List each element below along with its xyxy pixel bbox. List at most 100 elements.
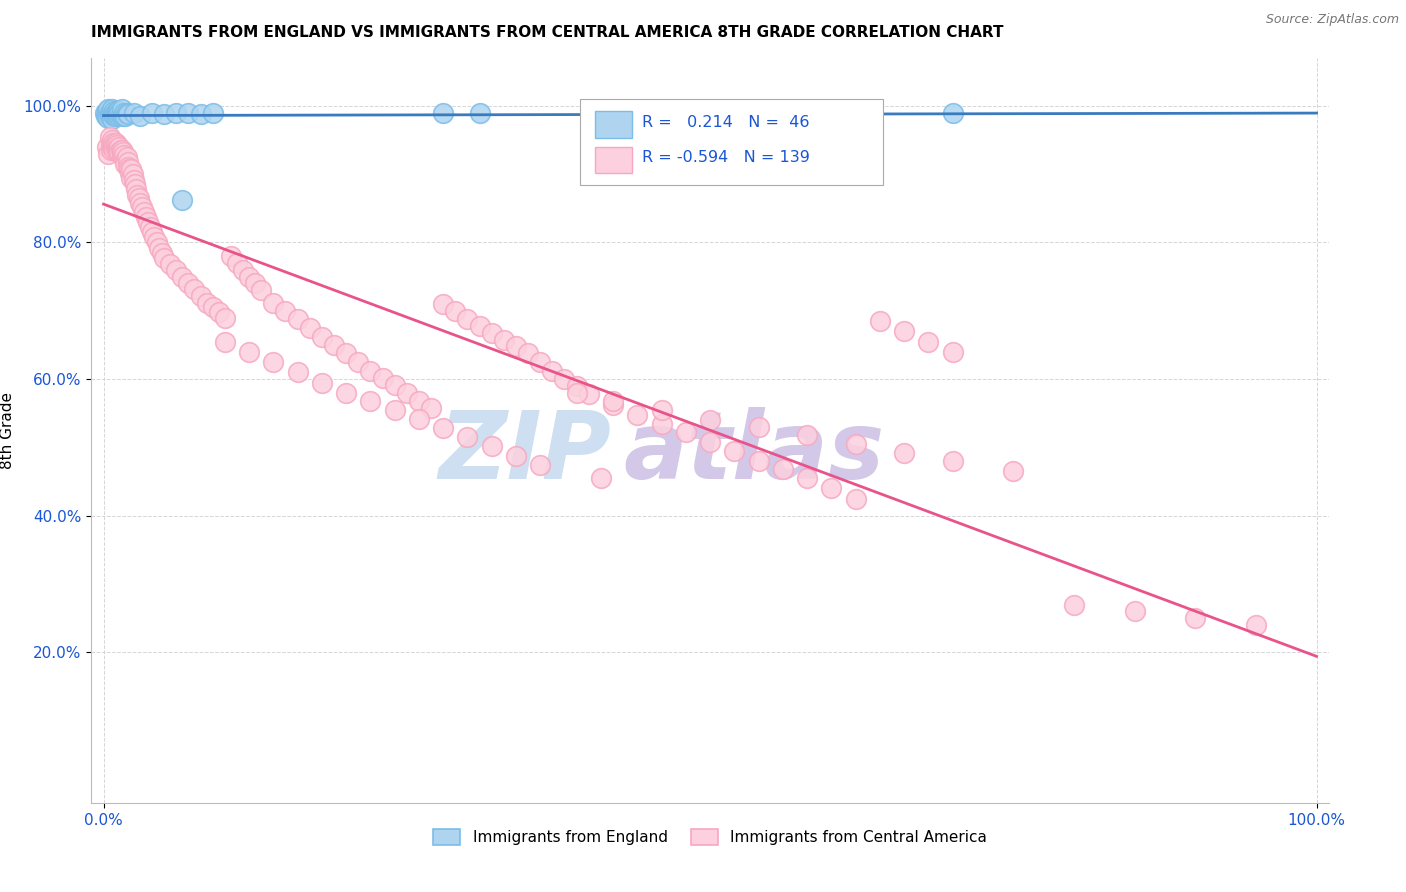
Point [1063, 598, 1085, 612]
Point [103, 138, 125, 153]
Point [98, 109, 121, 123]
Point [432, 297, 454, 311]
Point [183, 282, 205, 296]
Point [117, 161, 139, 175]
Point [177, 105, 200, 120]
Point [432, 421, 454, 435]
Point [120, 170, 142, 185]
Point [100, 104, 122, 119]
Point [103, 108, 125, 122]
Point [103, 105, 125, 120]
Point [108, 140, 131, 154]
Point [118, 161, 141, 176]
Point [529, 458, 551, 472]
Point [602, 398, 624, 412]
Point [107, 145, 129, 160]
Text: IMMIGRANTS FROM ENGLAND VS IMMIGRANTS FROM CENTRAL AMERICA 8TH GRADE CORRELATION: IMMIGRANTS FROM ENGLAND VS IMMIGRANTS FR… [91, 25, 1004, 40]
Point [115, 150, 138, 164]
Point [1184, 611, 1206, 625]
Point [262, 295, 284, 310]
Point [121, 167, 143, 181]
Point [335, 346, 357, 360]
Point [100, 107, 122, 121]
Point [111, 109, 134, 123]
Point [1002, 464, 1025, 478]
Point [942, 344, 965, 359]
Point [114, 157, 136, 171]
Point [699, 435, 721, 450]
Point [748, 454, 770, 468]
Point [159, 257, 181, 271]
Point [492, 333, 515, 347]
Legend: Immigrants from England, Immigrants from Central America: Immigrants from England, Immigrants from… [427, 822, 993, 851]
Point [128, 191, 150, 205]
Point [177, 277, 200, 291]
Point [384, 403, 406, 417]
Point [468, 105, 491, 120]
FancyBboxPatch shape [595, 111, 633, 137]
Point [94, 109, 117, 123]
Point [408, 411, 430, 425]
Point [195, 295, 218, 310]
Point [150, 245, 173, 260]
Point [893, 446, 915, 460]
Point [748, 420, 770, 434]
Point [103, 103, 125, 118]
Point [371, 371, 394, 385]
Point [101, 112, 124, 127]
Point [111, 143, 134, 157]
Point [135, 210, 157, 224]
Point [122, 172, 145, 186]
Point [97, 111, 120, 125]
Point [238, 269, 260, 284]
Point [127, 187, 149, 202]
Point [138, 220, 160, 235]
FancyBboxPatch shape [581, 99, 883, 185]
Point [105, 138, 128, 153]
Point [589, 107, 612, 121]
Text: R =   0.214   N =  46: R = 0.214 N = 46 [643, 114, 810, 129]
Point [129, 109, 152, 123]
Point [111, 102, 134, 116]
Point [96, 104, 118, 119]
Point [124, 178, 146, 192]
Point [138, 215, 160, 229]
Point [274, 303, 297, 318]
Point [772, 105, 794, 120]
Point [201, 301, 224, 315]
Point [432, 105, 454, 120]
Point [143, 230, 166, 244]
Point [112, 148, 135, 162]
Point [114, 153, 136, 168]
Y-axis label: 8th Grade: 8th Grade [0, 392, 15, 469]
Point [96, 107, 118, 121]
Point [323, 338, 346, 352]
Point [845, 437, 868, 451]
Point [505, 339, 527, 353]
Point [456, 430, 478, 444]
Point [117, 107, 139, 121]
Point [232, 262, 254, 277]
Point [110, 143, 132, 157]
Point [820, 482, 842, 496]
Point [335, 385, 357, 400]
Point [845, 107, 868, 121]
Point [100, 143, 122, 157]
Point [103, 108, 125, 122]
Point [172, 269, 194, 284]
Point [117, 154, 139, 169]
Point [420, 401, 443, 415]
Point [359, 394, 381, 409]
Point [626, 408, 648, 422]
Text: Source: ZipAtlas.com: Source: ZipAtlas.com [1265, 13, 1399, 27]
Point [553, 372, 575, 386]
Point [578, 387, 600, 401]
Point [565, 385, 588, 400]
Point [287, 312, 309, 326]
Point [529, 355, 551, 369]
Point [104, 109, 127, 123]
Point [111, 150, 134, 164]
Point [108, 145, 131, 159]
Point [141, 105, 163, 120]
Point [98, 105, 121, 120]
